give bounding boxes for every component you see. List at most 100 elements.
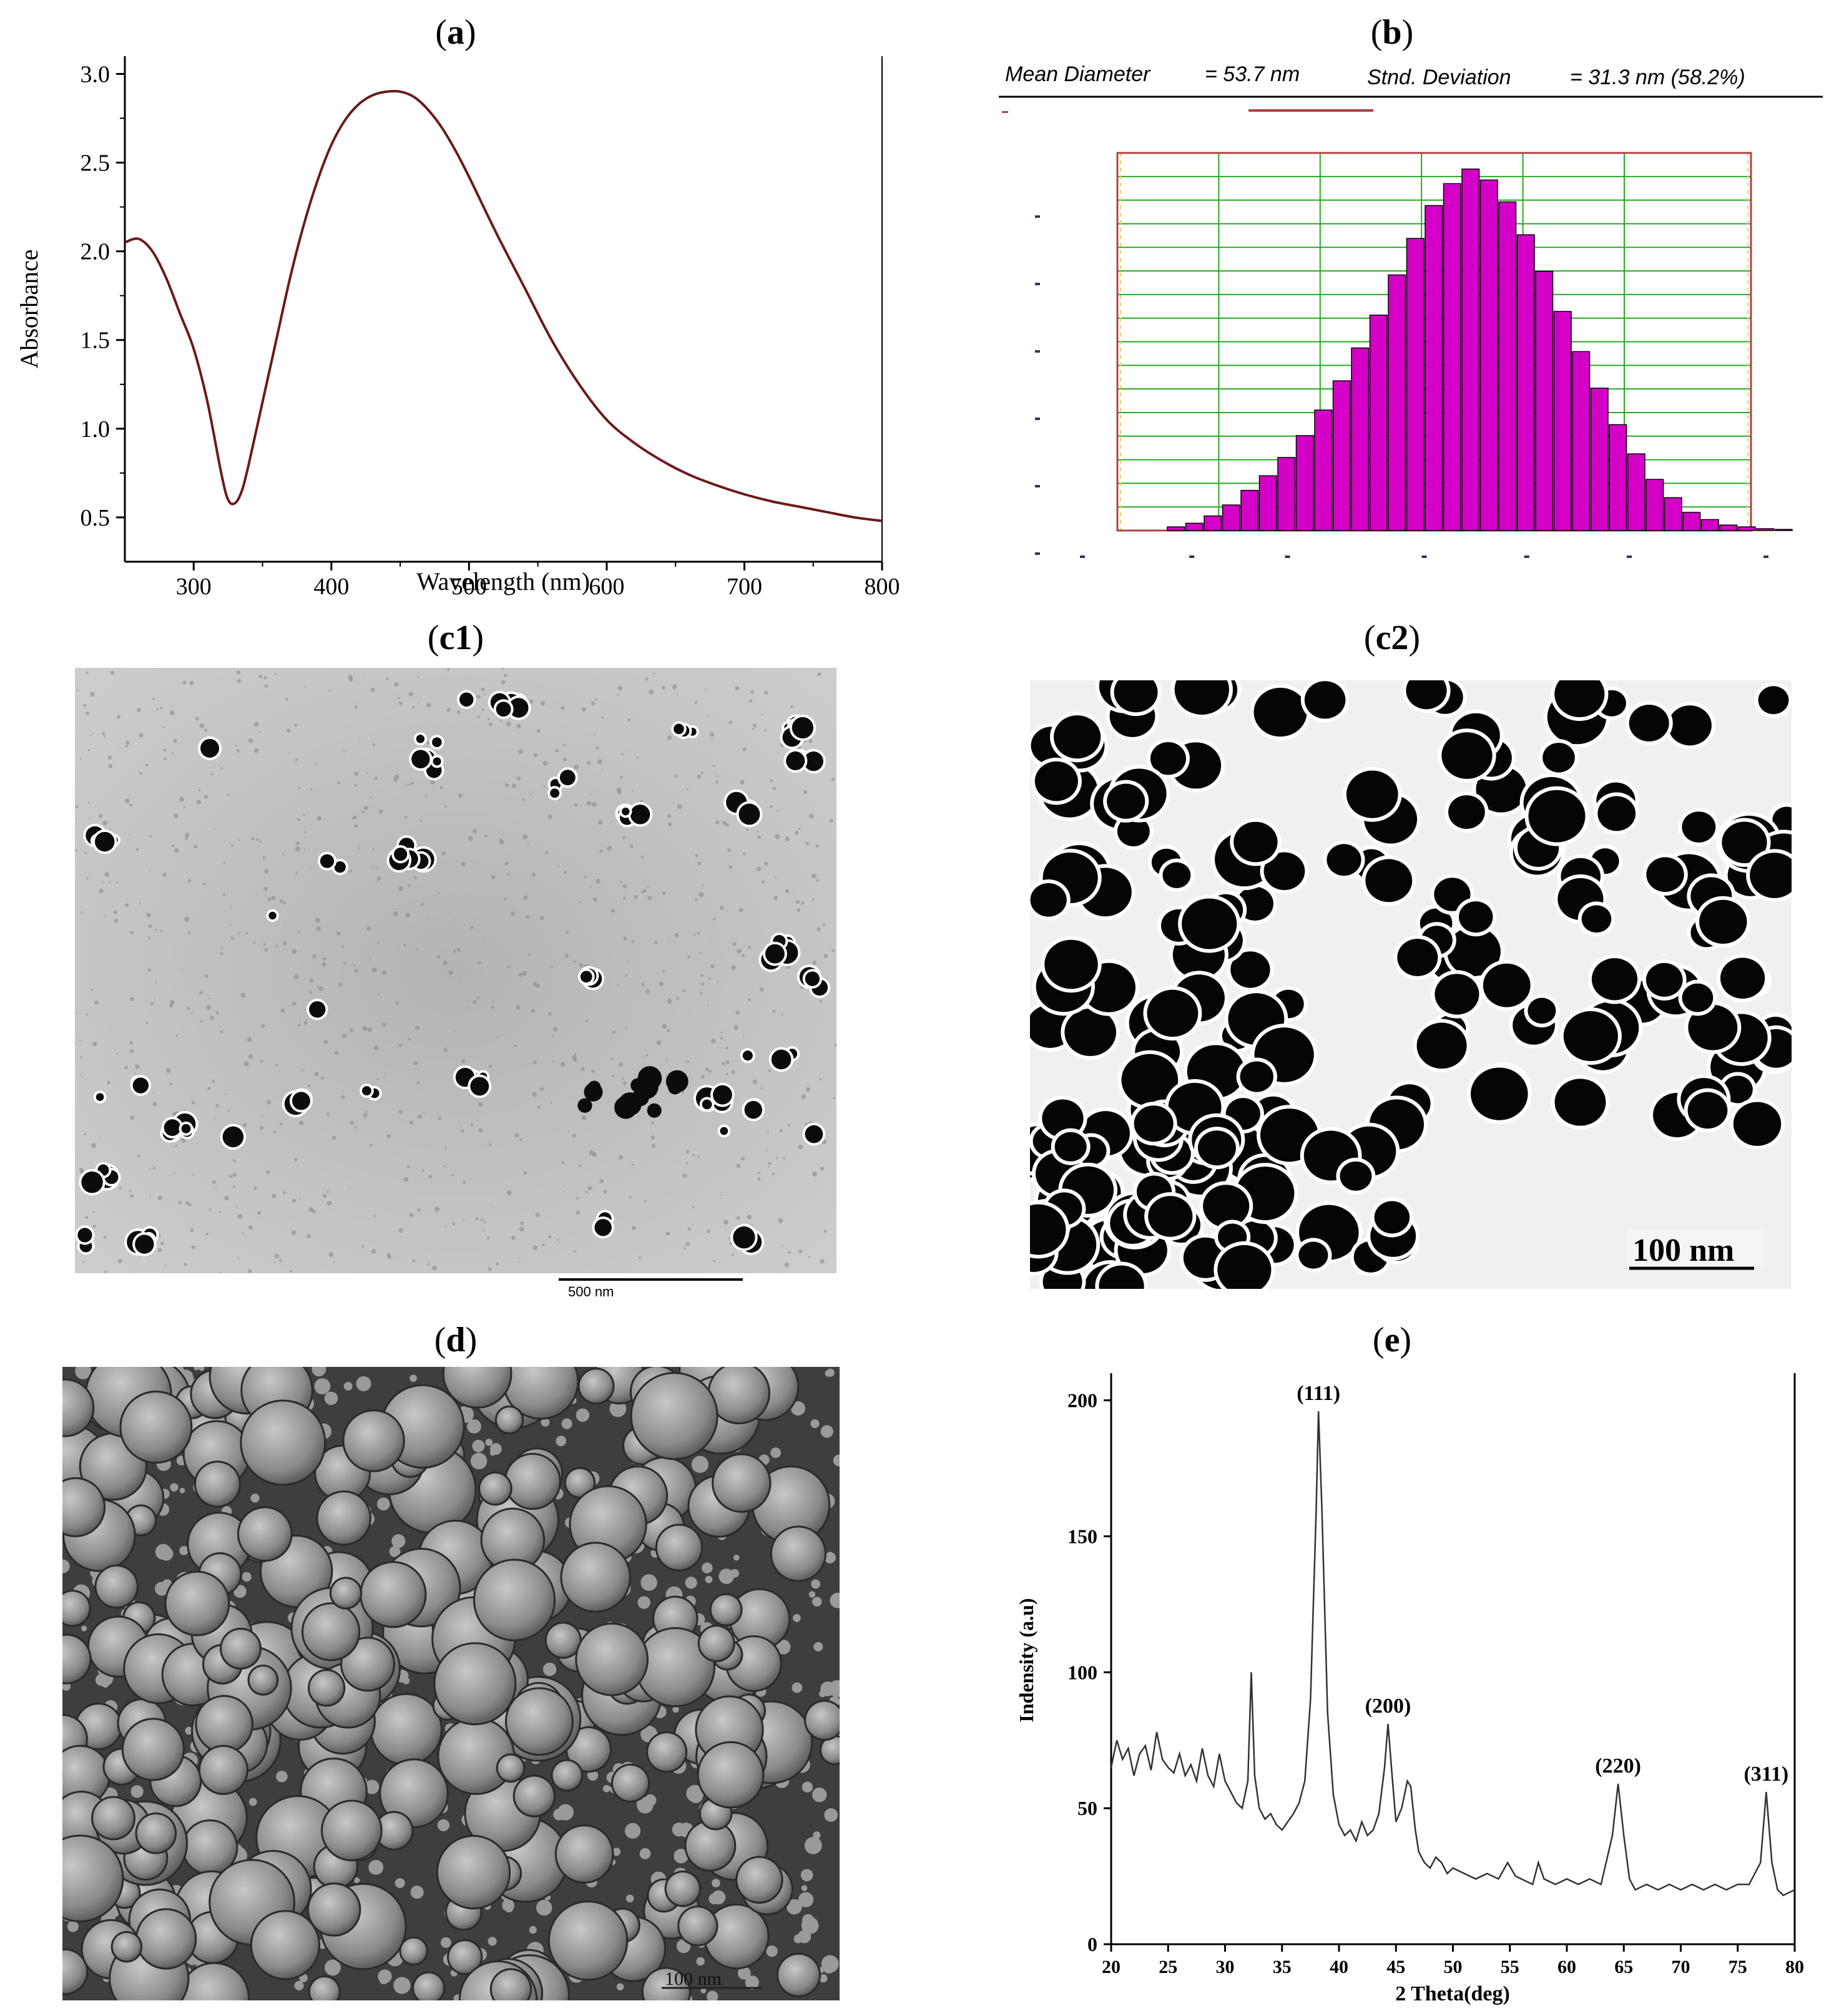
c1-texture-dot [653,672,655,675]
c1-texture-dot [299,1120,304,1125]
c1-texture-dot [749,699,752,703]
c1-texture-dot [516,776,521,781]
c1-texture-dot [676,693,679,695]
c1-texture-dot [424,795,427,797]
c1-texture-dot [242,1231,245,1234]
c1-texture-dot [184,806,185,808]
sem-sphere [242,1401,325,1484]
c1-texture-dot [235,745,238,747]
sem-sphere [435,1644,515,1724]
c1-texture-dot [616,787,622,793]
c1-texture-dot [620,776,623,780]
c1-texture-dot [417,1208,421,1211]
c1-texture-dot [125,745,128,748]
c1-texture-dot [130,1194,134,1198]
c1-texture-dot [275,945,278,947]
e-x-axis-label: 2 Theta(deg) [1395,1982,1510,2005]
c2-particle [1682,811,1716,843]
histogram-bar [1645,479,1664,531]
c1-texture-dot [370,1143,373,1147]
c1-texture-dot [153,1167,155,1170]
c1-texture-dot [701,771,704,774]
c1-texture-dot [134,1072,136,1075]
sem-sphere [612,1765,649,1801]
c1-texture-dot [737,948,742,954]
c1-texture-dot [743,1035,745,1037]
c1-texture-dot [155,981,157,983]
c1-texture-dot [747,946,752,949]
c1-texture-dot [699,992,703,995]
c1-texture-dot [576,1210,581,1215]
c2-particle [1134,1105,1174,1142]
c1-texture-dot [481,687,485,692]
c1-texture-dot [617,685,623,691]
c1-texture-dot [657,972,659,974]
c1-texture-dot [288,752,290,755]
c1-texture-dot [589,886,592,888]
c1-texture-dot [106,1080,110,1085]
c1-texture-dot [505,861,509,866]
sem-small-sphere [179,1487,185,1494]
c1-texture-dot [200,1020,203,1023]
sem-small-sphere [733,1554,740,1561]
c1-texture-dot [292,1198,297,1203]
c1-texture-dot [700,1075,705,1079]
sem-small-sphere [542,1662,557,1676]
c1-texture-dot [370,959,372,961]
sem-sphere [556,1826,612,1882]
b-x-tick-mark [1627,555,1632,558]
c1-texture-dot [480,1218,484,1221]
c1-texture-dot [687,1060,690,1063]
c1-texture-dot [438,892,440,894]
sem-small-sphere [504,1904,514,1912]
c1-texture-dot [797,908,801,913]
c1-texture-dot [283,948,285,950]
a-y-tick-label: 2.5 [81,150,110,177]
c1-texture-dot [86,671,89,674]
c1-texture-dot [103,1236,107,1239]
b-y-tick-mark [1035,418,1040,420]
c1-texture-dot [466,1006,469,1009]
c1-texture-dot [298,1018,301,1020]
c1-texture-dot [518,972,522,977]
sem-small-sphere [155,1582,169,1596]
sem-small-sphere [376,1497,390,1511]
sem-sphere [566,1469,594,1497]
c1-texture-dot [104,735,106,738]
c1-texture-dot [160,930,162,932]
c1-texture-dot [736,1216,740,1220]
c1-texture-dot [443,961,448,966]
sem-small-sphere [379,1975,388,1985]
c1-texture-dot [418,676,420,678]
c1-texture-dot [666,1059,668,1061]
c1-texture-dot [561,1161,564,1165]
c1-texture-dot [752,1079,758,1084]
c1-texture-dot [470,1123,473,1127]
c1-texture-dot [710,964,715,969]
c1-texture-dot [591,1069,595,1074]
sem-sphere [730,1590,789,1648]
c1-texture-dot [253,748,259,753]
c1-texture-dot [574,1250,577,1253]
sem-sphere [249,1666,277,1694]
c1-texture-dot [823,954,828,958]
c1-texture-dot [798,1145,803,1150]
c1-texture-dot [240,992,246,998]
sem-sphere [506,1454,559,1509]
c1-texture-dot [705,690,707,692]
xrd-pattern-chart: 20 25 30 35 40 45 50 55 60 65 70 75 80 0 50 100 150 200 (… [1015,1373,1804,2005]
c1-texture-dot [83,703,87,707]
c1-texture-dot [150,835,152,838]
tem-image-high-magnification: 100 nm [1030,680,1792,1289]
c1-texture-dot [817,927,821,932]
c1-texture-dot [461,861,466,866]
b-x-tick-mark [1080,555,1085,558]
c1-texture-dot [808,1256,810,1258]
c1-texture-dot [591,802,597,807]
c1-texture-dot [488,1267,493,1271]
c1-texture-dot [394,775,399,780]
c1-texture-dot [175,1145,178,1147]
c1-texture-dot [820,1078,822,1080]
sem-small-sphere [488,1937,497,1946]
c1-texture-dot [645,677,649,681]
